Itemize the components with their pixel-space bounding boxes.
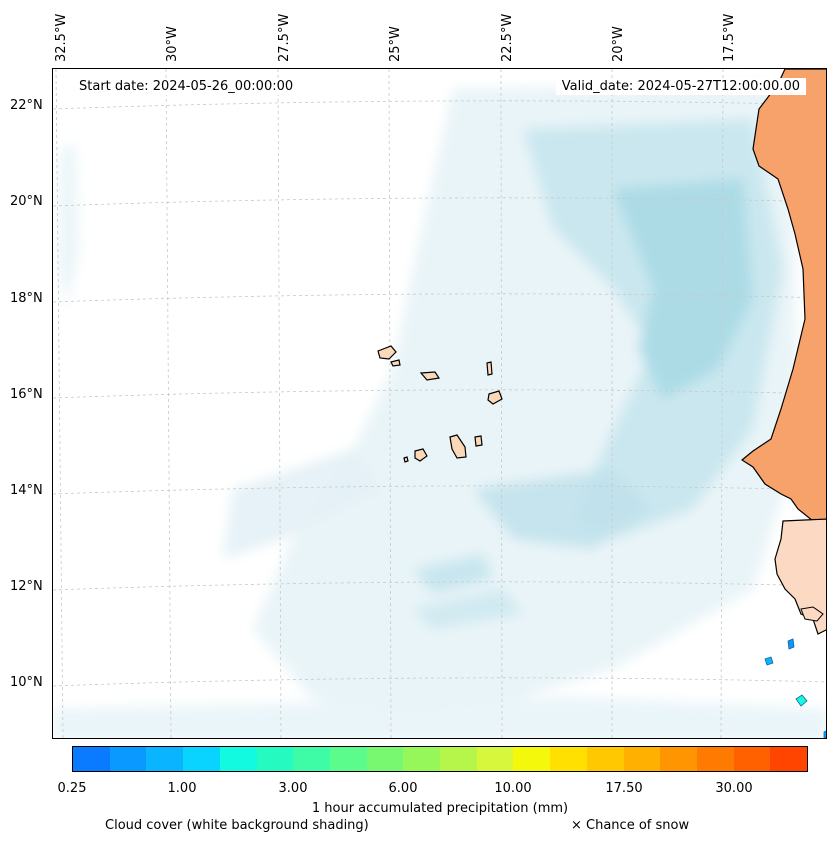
- colorbar-segment-15: [623, 747, 661, 771]
- colorbar-tick-10-00: 10.00: [494, 781, 532, 796]
- island-brava: [403, 456, 409, 463]
- colorbar-title: 1 hour accumulated precipitation (mm): [311, 801, 569, 816]
- cloud-streak-far-west: [59, 144, 79, 309]
- lat-label-20n: 20°N: [10, 194, 43, 209]
- colorbar-segment-0: [73, 747, 110, 771]
- colorbar-tick-0-25: 0.25: [57, 781, 87, 796]
- cloud-patch-south-2: [413, 554, 493, 594]
- colorbar-segment-16: [660, 747, 697, 771]
- cloud-band-dark: [613, 179, 753, 399]
- island-fogo: [414, 448, 428, 462]
- lat-label-22n: 22°N: [10, 98, 43, 113]
- island-sao-nicolau: [419, 371, 441, 381]
- colorbar-segment-13: [550, 747, 587, 771]
- island-santiago: [449, 434, 467, 459]
- colorbar-segment-12: [513, 747, 551, 771]
- island-santo-antao: [377, 345, 397, 360]
- lat-label-16n: 16°N: [10, 387, 43, 402]
- colorbar-segment-14: [586, 747, 624, 771]
- colorbar-segment-7: [329, 747, 367, 771]
- colorbar-tick-1-00: 1.00: [167, 781, 197, 796]
- lon-label-22-5w: 22.5°W: [500, 13, 515, 62]
- colorbar-segment-3: [183, 747, 220, 771]
- colorbar-tick-6-00: 6.00: [388, 781, 418, 796]
- precip-cell-3: [795, 694, 808, 707]
- bissagos-islands: [800, 606, 824, 622]
- lat-label-18n: 18°N: [10, 291, 43, 306]
- cloud-patch-south-3: [413, 589, 523, 629]
- cloud-cover-shading: [53, 84, 826, 738]
- colorbar-segment-2: [146, 747, 184, 771]
- start-date-label: Start date: 2024-05-26_00:00:00: [73, 78, 300, 95]
- cloud-streak-west: [223, 449, 383, 559]
- colorbar-segment-10: [440, 747, 477, 771]
- graticule: [53, 69, 826, 738]
- snow-chance-note: × Chance of snow: [571, 818, 690, 833]
- lat-label-10n: 10°N: [10, 675, 43, 690]
- colorbar-tick-3-00: 3.00: [278, 781, 308, 796]
- cloud-patch-south-1: [473, 469, 653, 549]
- map-canvas: [53, 69, 826, 738]
- precipitation-colorbar: [72, 746, 808, 772]
- colorbar-segment-19: [770, 747, 808, 771]
- lon-label-32-5w: 32.5°W: [54, 13, 69, 62]
- lat-label-14n: 14°N: [10, 483, 43, 498]
- west-africa-land: [740, 69, 826, 522]
- precipitation-cells: [764, 638, 826, 738]
- colorbar-segment-1: [109, 747, 147, 771]
- cloud-cover-note: Cloud cover (white background shading): [105, 818, 369, 833]
- precip-cell-1: [787, 638, 795, 650]
- lon-label-27-5w: 27.5°W: [277, 13, 292, 62]
- lon-label-20w: 20°W: [611, 26, 626, 62]
- colorbar-segment-4: [219, 747, 257, 771]
- colorbar-segment-18: [733, 747, 771, 771]
- colorbar-tick-17-50: 17.50: [605, 781, 643, 796]
- colorbar-segment-11: [476, 747, 514, 771]
- colorbar-segment-9: [403, 747, 441, 771]
- colorbar-segment-17: [696, 747, 734, 771]
- island-sao-vicente: [390, 359, 401, 367]
- cloud-strip-bottom: [53, 697, 826, 738]
- lat-label-12n: 12°N: [10, 579, 43, 594]
- lon-label-25w: 25°W: [388, 26, 403, 62]
- precip-cell-4: [823, 730, 826, 738]
- valid-date-label: Valid_date: 2024-05-27T12:00:00.00: [555, 78, 806, 95]
- colorbar-tick-30-00: 30.00: [715, 781, 753, 796]
- cape-verde-islands: [377, 345, 503, 463]
- guinea-coast-land: [774, 518, 826, 635]
- island-sal: [486, 361, 493, 376]
- precip-cell-2: [764, 656, 774, 666]
- colorbar-segment-8: [366, 747, 404, 771]
- colorbar-segment-6: [293, 747, 330, 771]
- forecast-map: Start date: 2024-05-26_00:00:00 Valid_da…: [52, 68, 827, 739]
- lon-label-17-5w: 17.5°W: [722, 13, 737, 62]
- lon-label-30w: 30°W: [165, 26, 180, 62]
- island-maio: [474, 435, 483, 447]
- colorbar-segment-5: [256, 747, 294, 771]
- island-boa-vista: [487, 390, 503, 405]
